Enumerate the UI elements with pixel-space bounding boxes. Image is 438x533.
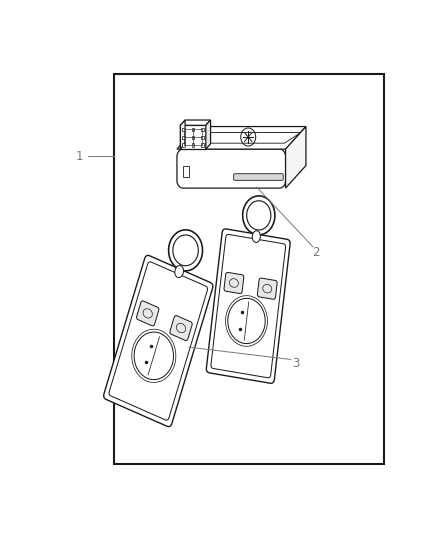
Polygon shape <box>180 120 185 149</box>
Bar <box>182 143 185 147</box>
FancyBboxPatch shape <box>211 235 286 378</box>
FancyBboxPatch shape <box>170 316 192 341</box>
Bar <box>182 128 185 131</box>
FancyBboxPatch shape <box>104 255 213 426</box>
Ellipse shape <box>252 231 260 243</box>
FancyBboxPatch shape <box>224 272 244 294</box>
Bar <box>114 74 384 464</box>
Bar <box>201 143 204 147</box>
FancyBboxPatch shape <box>233 174 283 180</box>
Bar <box>192 128 194 131</box>
Bar <box>192 143 194 147</box>
FancyBboxPatch shape <box>258 278 277 300</box>
Text: 1: 1 <box>75 150 83 163</box>
Polygon shape <box>180 125 206 149</box>
FancyBboxPatch shape <box>137 301 159 326</box>
Polygon shape <box>180 120 211 125</box>
Text: 2: 2 <box>312 246 320 259</box>
Text: 3: 3 <box>292 357 300 370</box>
Polygon shape <box>177 126 306 149</box>
Polygon shape <box>206 120 211 149</box>
Ellipse shape <box>175 265 184 278</box>
Bar <box>201 135 204 139</box>
FancyBboxPatch shape <box>109 262 208 420</box>
FancyBboxPatch shape <box>206 229 290 383</box>
Bar <box>201 128 204 131</box>
Circle shape <box>134 332 173 379</box>
Bar <box>192 135 194 139</box>
Circle shape <box>228 298 265 344</box>
Polygon shape <box>177 149 286 188</box>
Bar <box>183 166 189 176</box>
Bar <box>182 135 185 139</box>
Polygon shape <box>286 126 306 188</box>
